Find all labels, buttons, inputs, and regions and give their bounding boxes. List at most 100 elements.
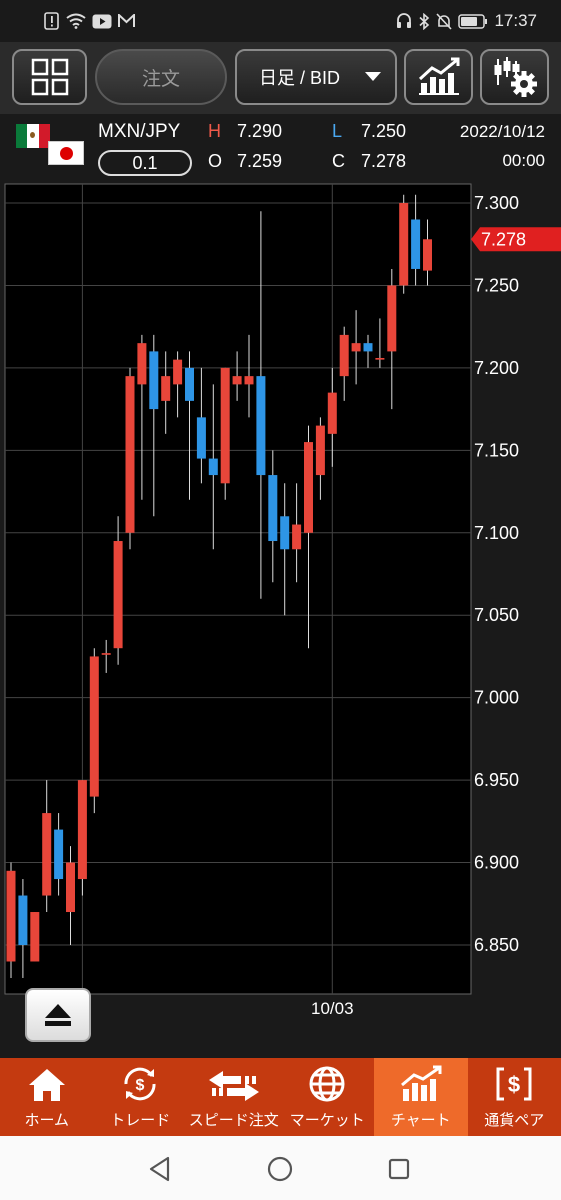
- candlestick-chart[interactable]: 7.300 7.250 7.200 7.150 7.100 7.050 7.000 6.950…: [0, 182, 561, 1058]
- nav-speed-order[interactable]: スピード注文: [187, 1058, 281, 1136]
- open-label: O: [208, 151, 223, 171]
- nav-home[interactable]: ホーム: [0, 1058, 94, 1136]
- indicator-button[interactable]: [404, 49, 473, 105]
- currency-pair-label[interactable]: MXN/JPY: [98, 121, 181, 142]
- candle: [66, 846, 75, 945]
- nav-label: マーケット: [289, 1112, 365, 1129]
- candle-body: [113, 541, 123, 649]
- open-value: 7.259: [237, 151, 283, 171]
- candle-body: [18, 895, 28, 945]
- bottom-navigation: ホーム $ トレード スピード注文 マーケット チャート $ 通貨ペア: [0, 1058, 561, 1136]
- candle-body: [220, 367, 230, 484]
- candle-body: [375, 357, 385, 360]
- candle: [256, 211, 266, 599]
- candle: [292, 483, 302, 583]
- japan-flag-icon: [48, 141, 84, 165]
- candle-body: [351, 343, 361, 352]
- speed-order-icon: [208, 1071, 259, 1101]
- chart-settings-button[interactable]: [480, 49, 549, 105]
- svg-text:$: $: [508, 1072, 520, 1097]
- y-tick-label: 6.850: [474, 935, 519, 955]
- nav-currency-pair[interactable]: $ 通貨ペア: [468, 1058, 561, 1136]
- youtube-icon: [92, 14, 112, 28]
- candle: [208, 384, 218, 550]
- candle-body: [173, 359, 183, 385]
- bar-time: 00:00: [502, 151, 545, 170]
- candle: [304, 425, 313, 649]
- candle: [399, 194, 409, 294]
- candle: [196, 367, 206, 484]
- candle: [232, 351, 242, 401]
- status-icons-left: [44, 12, 135, 30]
- candle: [339, 326, 349, 401]
- y-tick-label: 7.150: [474, 440, 519, 460]
- battery-icon: [458, 13, 488, 29]
- order-button[interactable]: 注文: [95, 49, 227, 105]
- candle: [363, 334, 373, 368]
- indicator-chart-icon: [418, 57, 459, 95]
- headset-icon: [397, 13, 412, 28]
- alert-icon: [44, 12, 59, 30]
- candle: [101, 639, 111, 673]
- y-tick-label: 6.900: [474, 853, 519, 873]
- candle: [30, 912, 40, 962]
- nav-label: トレード: [110, 1112, 171, 1129]
- candle: [351, 310, 361, 385]
- y-tick-label: 7.300: [474, 193, 519, 213]
- status-icons-right: 17:37: [396, 11, 537, 31]
- mute-bell-icon: [436, 12, 453, 30]
- candle-body: [54, 829, 64, 880]
- candle-body: [363, 343, 373, 352]
- candlestick-chart-area[interactable]: 7.300 7.250 7.200 7.150 7.100 7.050 7.000 6.950…: [0, 182, 561, 1058]
- period-label: 日足 / BID: [259, 68, 341, 88]
- candle: [77, 780, 87, 896]
- period-select[interactable]: 日足 / BID: [235, 49, 397, 105]
- nav-label: ホーム: [24, 1112, 70, 1129]
- close-label: C: [332, 151, 345, 171]
- candle-body: [244, 376, 254, 385]
- menu-grid-button[interactable]: [12, 49, 87, 105]
- candle: [89, 648, 99, 814]
- candle-body: [411, 219, 421, 269]
- candle: [161, 351, 171, 434]
- lot-size-field[interactable]: 0.1: [98, 150, 192, 176]
- toolbar: 注文 日足 / BID: [0, 42, 561, 114]
- recents-icon[interactable]: [388, 1158, 410, 1180]
- nav-label: チャート: [390, 1112, 451, 1129]
- candle: [125, 367, 135, 550]
- candle: [375, 318, 385, 368]
- candle-body: [161, 376, 171, 401]
- home-circle-icon[interactable]: [267, 1156, 293, 1182]
- candle: [173, 351, 183, 418]
- y-tick-label: 7.050: [474, 605, 519, 625]
- currency-pair-icon: $: [496, 1067, 532, 1101]
- candle: [137, 334, 147, 500]
- candle: [149, 334, 159, 517]
- chart-icon: [400, 1065, 442, 1101]
- candle-body: [101, 653, 111, 655]
- nav-trade[interactable]: $ トレード: [94, 1058, 188, 1136]
- nav-chart[interactable]: チャート: [374, 1058, 468, 1136]
- candle: [315, 417, 325, 500]
- system-navigation-bar: [0, 1136, 561, 1200]
- candle-body: [149, 351, 159, 410]
- status-bar: 17:37: [0, 0, 561, 42]
- collapse-panel-button[interactable]: [25, 988, 91, 1042]
- candle-body: [339, 334, 349, 377]
- y-tick-label: 7.000: [474, 688, 519, 708]
- candle: [268, 450, 278, 583]
- low-label: L: [332, 121, 343, 141]
- y-tick-label: 7.250: [474, 275, 519, 295]
- wifi-icon: [66, 13, 86, 29]
- candle-body: [315, 425, 325, 476]
- candle: [280, 483, 290, 616]
- candle-body: [89, 656, 99, 797]
- nav-label: スピード注文: [188, 1112, 279, 1129]
- nav-market[interactable]: マーケット: [281, 1058, 375, 1136]
- candle-body: [423, 239, 432, 271]
- back-icon[interactable]: [148, 1156, 172, 1182]
- home-icon: [28, 1069, 65, 1101]
- candle-body: [6, 870, 16, 962]
- candle-body: [208, 458, 218, 476]
- candle-body: [137, 343, 147, 385]
